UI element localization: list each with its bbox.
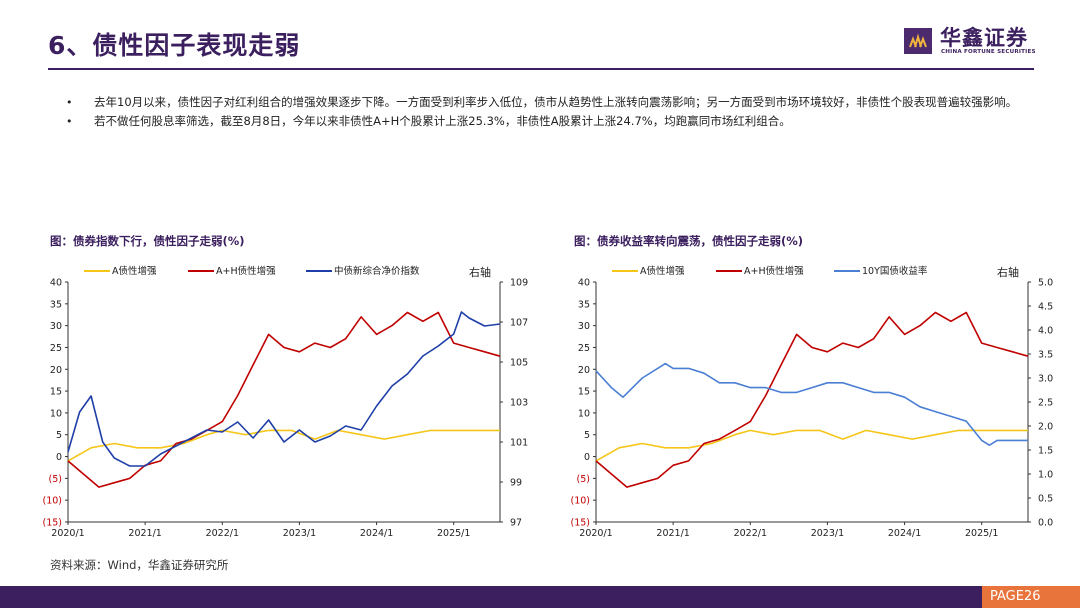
right-tick-label: 2.0 — [1038, 422, 1053, 433]
x-tick-label: 2021/1 — [128, 528, 161, 539]
x-tick-label: 2022/1 — [206, 528, 239, 539]
chart-title-right: 图：债券收益率转向震荡，债性因子走弱(%) — [574, 234, 804, 248]
right-tick-label: 103 — [510, 398, 528, 409]
chart-title-left: 图：债券指数下行，债性因子走弱(%) — [50, 234, 245, 248]
bullet-list: 去年10月以来，债性因子对红利组合的增强效果逐步下降。一方面受到利率步入低位，债… — [66, 93, 1046, 131]
page-title: 6、债性因子表现走弱 — [48, 31, 301, 60]
brand-logo: 华鑫证券 CHINA FORTUNE SECURITIES — [904, 22, 1044, 62]
left-tick-label: 10 — [578, 408, 590, 419]
left-tick-label: 25 — [50, 343, 62, 354]
left-tick-label: 5 — [584, 430, 590, 441]
x-tick-label: 2020/1 — [579, 528, 612, 539]
right-tick-label: 97 — [510, 518, 522, 529]
legend-label: A债性增强 — [640, 265, 685, 277]
left-tick-label: 20 — [578, 365, 590, 376]
legend-label: A+H债性增强 — [744, 265, 804, 277]
left-tick-label: 0 — [56, 452, 62, 463]
left-tick-label: 15 — [50, 387, 62, 398]
legend-label: A+H债性增强 — [216, 265, 276, 277]
right-tick-label: 107 — [510, 318, 528, 329]
left-tick-label: 30 — [50, 321, 62, 332]
series-line-1 — [67, 311, 501, 488]
left-tick-label: (15) — [42, 518, 62, 529]
series-line-0 — [595, 429, 1028, 462]
series-line-2 — [67, 311, 501, 467]
x-tick-label: 2023/1 — [283, 528, 316, 539]
left-tick-label: 15 — [578, 387, 590, 398]
right-tick-label: 0.0 — [1038, 518, 1053, 529]
bullet-item: 若不做任何股息率筛选，截至8月8日，今年以来非债性A+H个股累计上涨25.3%，… — [66, 112, 1046, 131]
left-tick-label: (10) — [570, 496, 590, 507]
bullet-item: 去年10月以来，债性因子对红利组合的增强效果逐步下降。一方面受到利率步入低位，债… — [66, 93, 1046, 112]
x-tick-label: 2024/1 — [888, 528, 921, 539]
source-note: 资料来源：Wind，华鑫证券研究所 — [50, 558, 229, 572]
right-tick-label: 109 — [510, 278, 528, 289]
chart-right: 40 35 30 25 20 15 10 5 0 (5) (10) (15) 5.0 4.5 4.0 3.5 3… — [570, 265, 1053, 539]
right-axis-note: 右轴 — [997, 265, 1019, 279]
page-number: PAGE26 — [982, 586, 1080, 608]
legend-label: 中债新综合净价指数 — [334, 265, 420, 277]
series-line-0 — [67, 429, 500, 462]
right-tick-label: 3.0 — [1038, 374, 1053, 385]
left-tick-label: (10) — [42, 496, 62, 507]
right-tick-label: 2.5 — [1038, 398, 1053, 409]
legend-label: A债性增强 — [112, 265, 157, 277]
footer-bar — [0, 586, 1080, 608]
logo-text: 华鑫证券 — [940, 26, 1028, 50]
right-tick-label: 105 — [510, 358, 528, 369]
left-tick-label: 20 — [50, 365, 62, 376]
right-tick-label: 4.5 — [1038, 302, 1053, 313]
legend-label: 10Y国债收益率 — [862, 265, 928, 277]
left-tick-label: (5) — [577, 474, 590, 485]
x-tick-label: 2022/1 — [734, 528, 767, 539]
x-tick-label: 2023/1 — [811, 528, 844, 539]
left-tick-label: 25 — [578, 343, 590, 354]
left-tick-label: (5) — [49, 474, 62, 485]
left-tick-label: 10 — [50, 408, 62, 419]
x-tick-label: 2025/1 — [437, 528, 470, 539]
logo-subtext: CHINA FORTUNE SECURITIES — [941, 49, 1036, 55]
logo-mark-icon — [904, 28, 932, 54]
x-tick-label: 2021/1 — [656, 528, 689, 539]
left-tick-label: 0 — [584, 452, 590, 463]
right-tick-label: 5.0 — [1038, 278, 1053, 289]
left-tick-label: 5 — [56, 430, 62, 441]
left-tick-label: 40 — [50, 278, 62, 289]
chart-left: 4035302520151050(5)(10)(15)1091071051031… — [42, 265, 528, 539]
header-divider — [48, 68, 1034, 70]
series-line-1 — [595, 311, 1029, 488]
right-tick-label: 99 — [510, 478, 522, 489]
x-tick-label: 2020/1 — [51, 528, 84, 539]
left-tick-label: 35 — [50, 299, 62, 310]
x-tick-label: 2024/1 — [360, 528, 393, 539]
right-tick-label: 4.0 — [1038, 326, 1053, 337]
left-tick-label: 35 — [578, 299, 590, 310]
right-tick-label: 0.5 — [1038, 494, 1053, 505]
series-line-2 — [595, 362, 1028, 446]
x-tick-label: 2025/1 — [965, 528, 998, 539]
right-tick-label: 1.0 — [1038, 470, 1053, 481]
left-tick-label: (15) — [570, 518, 590, 529]
right-tick-label: 3.5 — [1038, 350, 1053, 361]
right-tick-label: 1.5 — [1038, 446, 1053, 457]
right-axis-note: 右轴 — [469, 265, 491, 279]
right-tick-label: 101 — [510, 438, 528, 449]
left-tick-label: 30 — [578, 321, 590, 332]
left-tick-label: 40 — [578, 278, 590, 289]
